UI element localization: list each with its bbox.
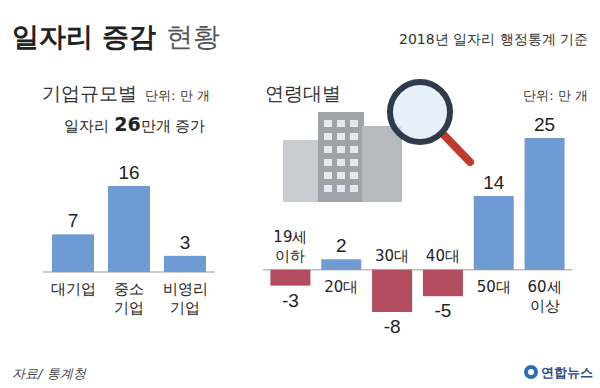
bar <box>423 270 463 296</box>
category-line: 대기업 <box>51 280 96 298</box>
logo-icon <box>524 365 538 379</box>
category-label: 60세이상 <box>528 278 562 315</box>
category-label: 19세이하 <box>273 228 307 265</box>
category-label: 20대 <box>324 278 358 296</box>
data-label: -8 <box>384 316 401 337</box>
magnifier-lens <box>390 82 450 142</box>
magnifier-handle <box>443 134 470 162</box>
category-line: 중소 <box>114 280 144 298</box>
bar <box>372 270 412 312</box>
unit-label: 단위: 만 개 <box>145 88 210 103</box>
window <box>337 159 345 166</box>
title: 일자리 증감 현황 <box>12 21 220 52</box>
title-main: 일자리 증감 <box>12 21 166 52</box>
building <box>283 140 321 202</box>
window <box>337 120 345 127</box>
window <box>324 133 332 140</box>
bar <box>525 138 565 270</box>
category-label: 비영리기업 <box>163 280 208 317</box>
category-line: 50대 <box>477 278 511 296</box>
window <box>350 146 358 153</box>
window <box>337 133 345 140</box>
window <box>350 120 358 127</box>
data-label: 25 <box>534 114 555 135</box>
category-label: 중소기업 <box>114 280 144 317</box>
bars <box>52 186 206 272</box>
window <box>324 146 332 153</box>
data-label: -5 <box>434 300 451 321</box>
window <box>324 185 332 192</box>
title-suffix: 현황 <box>166 21 220 52</box>
annotation: 일자리 26만개 증가 <box>64 113 205 135</box>
category-label: 40대 <box>426 247 460 265</box>
category-label: 50대 <box>477 278 511 296</box>
category-line: 19세 <box>273 228 307 246</box>
background <box>0 0 600 388</box>
window <box>350 172 358 179</box>
window <box>337 146 345 153</box>
chart: 연령대별 단위: 만 개 -3 19세이하 2 20대 -8 30대 -5 40대 14 50대 25 6… <box>263 82 588 337</box>
bar <box>474 196 514 270</box>
bar <box>164 256 206 272</box>
window <box>324 172 332 179</box>
category-line: 30대 <box>375 247 409 265</box>
data-label: 3 <box>180 232 191 253</box>
category-label: 30대 <box>375 247 409 265</box>
subtitle: 2018년 일자리 행정통계 기준 <box>399 31 588 47</box>
data-label: 7 <box>68 210 79 231</box>
root: 일자리 증감 현황2018년 일자리 행정통계 기준기업규모별단위: 만 개일자… <box>0 0 600 388</box>
bar <box>270 270 310 286</box>
window <box>337 185 345 192</box>
window <box>350 133 358 140</box>
source: 자료/ 통계청 <box>12 366 87 381</box>
chart-title: 연령대별 <box>265 82 341 104</box>
window <box>324 120 332 127</box>
category-line: 기업 <box>114 299 144 317</box>
category-line: 60세 <box>528 278 562 296</box>
annotation-text: 일자리 <box>64 117 114 135</box>
logo-icon-inner <box>528 369 534 375</box>
category-line: 이상 <box>530 297 560 315</box>
annotation-number: 26 <box>114 113 140 135</box>
building <box>318 112 364 202</box>
building <box>362 126 402 202</box>
annotation-text: 만개 증가 <box>141 117 206 135</box>
window <box>324 159 332 166</box>
chart-title: 기업규모별 <box>42 82 137 104</box>
category-line: 이하 <box>275 247 305 265</box>
bar <box>321 259 361 270</box>
category-label: 대기업 <box>51 280 96 298</box>
category-line: 40대 <box>426 247 460 265</box>
window <box>350 159 358 166</box>
logo: 연합뉴스 <box>541 365 593 380</box>
bars <box>270 138 564 312</box>
infographic: 일자리 증감 현황2018년 일자리 행정통계 기준기업규모별단위: 만 개일자… <box>0 0 600 388</box>
window <box>337 172 345 179</box>
bar <box>108 186 150 272</box>
category-line: 기업 <box>170 299 200 317</box>
bar <box>52 234 94 272</box>
chart: 기업규모별단위: 만 개일자리 26만개 증가7대기업16중소기업3비영리기업 <box>42 82 215 317</box>
unit-label: 단위: 만 개 <box>523 88 588 103</box>
category-line: 20대 <box>324 278 358 296</box>
data-label: -3 <box>282 290 299 311</box>
category-line: 비영리 <box>163 280 208 298</box>
data-label: 16 <box>118 162 139 183</box>
data-label: 2 <box>336 235 347 256</box>
data-label: 14 <box>483 172 505 193</box>
window <box>350 185 358 192</box>
